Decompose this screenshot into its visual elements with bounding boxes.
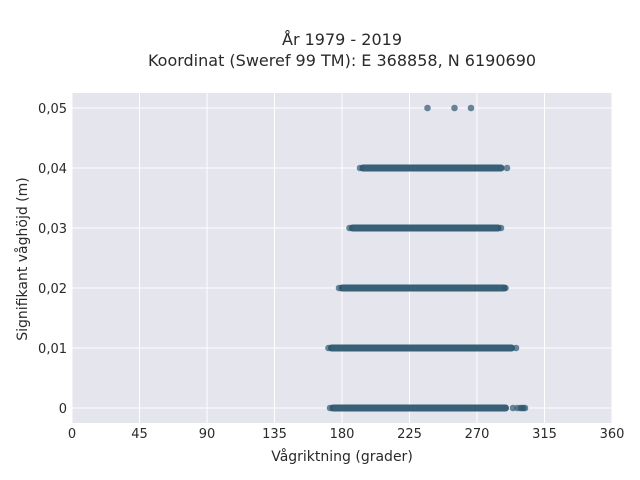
data-point xyxy=(325,344,332,352)
y-axis-label: Signifikant våghöjd (m) xyxy=(14,177,31,340)
data-point xyxy=(326,404,334,412)
data-point xyxy=(424,104,431,112)
data-point xyxy=(497,224,505,232)
x-tick-label: 45 xyxy=(131,427,148,442)
data-point xyxy=(502,284,509,292)
x-axis-label: Vågriktning (grader) xyxy=(271,448,413,465)
x-tick-label: 90 xyxy=(199,427,216,442)
data-point xyxy=(356,164,364,172)
x-tick-label: 315 xyxy=(532,427,557,442)
chart-subtitle: Koordinat (Sweref 99 TM): E 368858, N 61… xyxy=(148,51,536,70)
y-tick-label: 0,01 xyxy=(38,342,67,357)
data-point xyxy=(467,104,475,112)
data-point xyxy=(335,284,343,292)
data-point xyxy=(520,404,527,412)
x-tick-label: 225 xyxy=(397,427,422,442)
x-tick-label: 360 xyxy=(600,427,625,442)
data-point xyxy=(512,344,520,352)
x-tick-label: 180 xyxy=(330,427,355,442)
x-tick-label: 0 xyxy=(68,427,76,442)
y-tick-label: 0 xyxy=(59,402,67,417)
x-tick-label: 270 xyxy=(465,427,490,442)
data-point xyxy=(503,164,511,172)
x-axis-ticks: 0 45 90 135 180 225 270 315 360 xyxy=(68,427,625,442)
data-points xyxy=(325,104,529,412)
data-point xyxy=(451,104,458,112)
chart-title: År 1979 - 2019 xyxy=(282,30,402,49)
y-tick-label: 0,02 xyxy=(38,282,67,297)
x-tick-label: 135 xyxy=(262,427,287,442)
data-point xyxy=(346,224,353,232)
y-tick-label: 0,03 xyxy=(38,222,67,237)
y-tick-label: 0,05 xyxy=(38,102,67,117)
y-tick-label: 0,04 xyxy=(38,162,67,177)
y-axis-ticks: 0 0,01 0,02 0,03 0,04 0,05 xyxy=(38,102,67,417)
